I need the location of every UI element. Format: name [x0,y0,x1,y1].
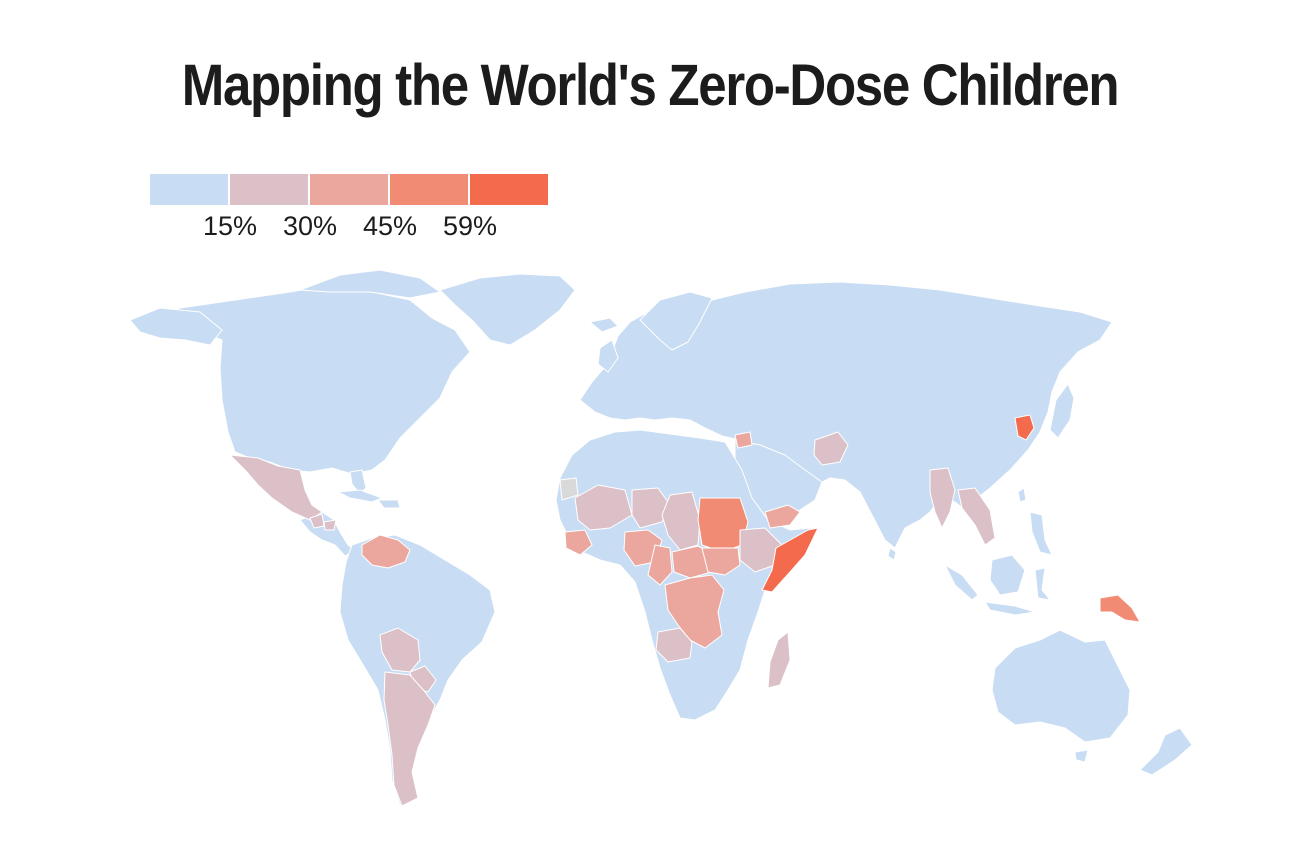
legend-color-bar [150,174,550,205]
tasmania [1074,749,1089,763]
legend-swatch [230,174,308,205]
sri-lanka [887,547,897,561]
region-guinea [564,529,593,556]
sumatra [944,564,979,601]
legend-swatch [470,174,548,205]
borneo [989,554,1026,596]
legend-label: 30% [282,211,338,241]
region-venezuela [361,534,411,569]
region-democratic-republic-of-congo [664,574,725,649]
sulawesi [1034,567,1051,601]
region-mali [574,484,633,531]
region-north-korea [1014,414,1035,441]
region-cameroon [647,544,673,586]
region-angola [655,627,693,663]
region-myanmar [929,467,956,529]
scandinavia [639,291,713,351]
greenland [439,273,576,346]
legend-swatch [310,174,388,205]
region-yemen [764,504,801,529]
region-afghanistan [813,431,849,466]
java [984,601,1036,616]
region-western-sahara [559,477,579,501]
legend-swatch [390,174,468,205]
legend-label: 15% [202,211,258,241]
japan [1049,383,1075,439]
hispaniola [377,499,401,509]
map-title: Mapping the World's Zero-Dose Children [181,53,1120,118]
australia [991,629,1131,743]
region-laos [957,487,996,546]
legend-swatch [150,174,228,205]
new-zealand [1139,727,1193,776]
region-syria [734,431,753,449]
legend-label: 59% [442,211,498,241]
taiwan [1017,487,1027,503]
alaska [129,307,223,346]
color-legend: 15% 30% 45% 59% [150,174,550,245]
legend-label: 45% [362,211,418,241]
region-mexico [229,454,323,521]
philippines [1029,511,1053,556]
region-south-sudan [701,547,741,576]
region-honduras [323,519,337,531]
british-isles [597,339,619,373]
region-bolivia [379,627,421,673]
arctic-islands [299,269,441,299]
iceland [589,317,619,333]
cuba [337,489,383,503]
region-somalia [761,527,819,593]
region-papua-new-guinea [1099,594,1141,623]
region-chad [661,491,701,551]
region-madagascar [767,631,791,689]
region-argentina [383,671,436,807]
region-niger [631,487,671,529]
